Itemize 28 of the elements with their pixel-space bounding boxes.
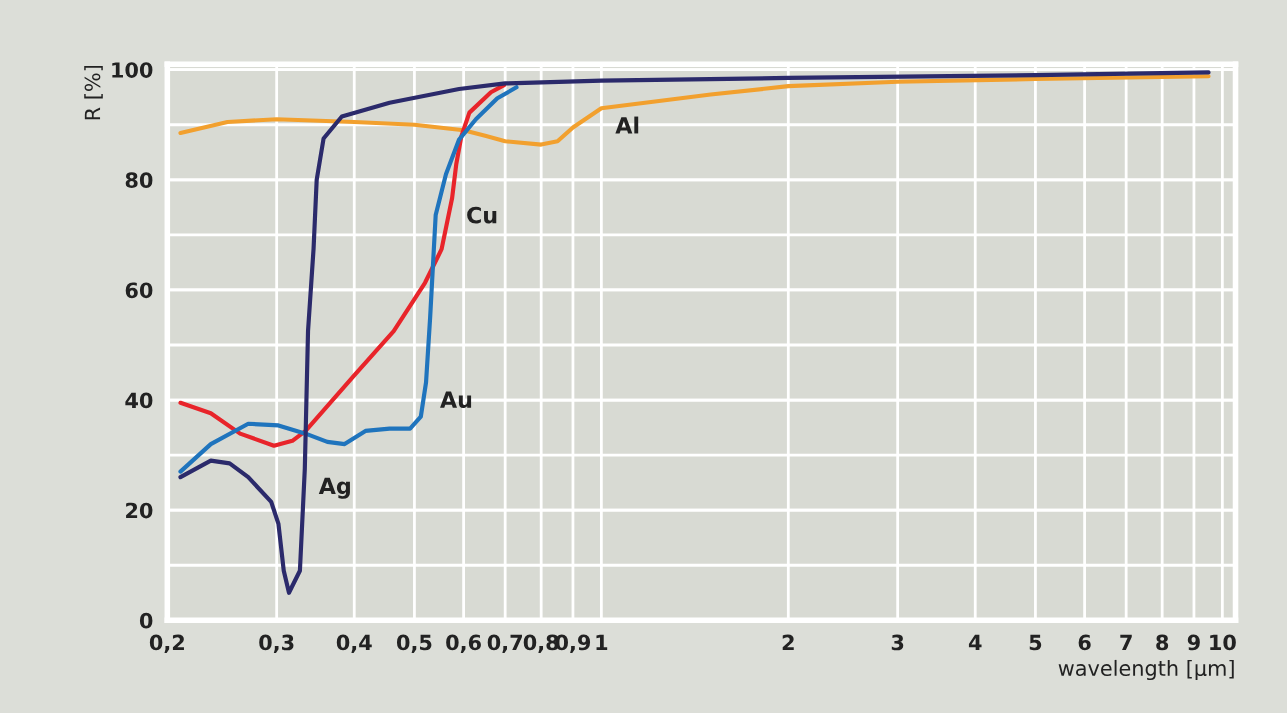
x-tick-label: 4 [968, 634, 982, 651]
y-tick-label: 40 [125, 392, 153, 409]
x-tick-label: 7 [1120, 634, 1132, 651]
x-tick-label: 0,2 [149, 634, 184, 653]
x-tick-label: 1 [596, 634, 608, 651]
y-tick-label: 20 [126, 502, 153, 519]
y-tick-label: 60 [125, 282, 153, 299]
x-tick-label: 0,3 [259, 634, 294, 653]
x-tick-label: 8 [1156, 634, 1169, 651]
x-tick-label: 10 [1210, 634, 1236, 651]
y-tick-label: 0 [139, 612, 153, 629]
x-tick-label: 0,4 [336, 634, 372, 653]
annotation: Ag [318, 477, 350, 499]
x-tick-label: 9 [1187, 634, 1200, 651]
annotation: Cu [467, 206, 497, 224]
x-tick-label: 3 [891, 634, 904, 651]
x-tick-label: 5 [1029, 634, 1042, 651]
x-tick-label: 6 [1078, 634, 1091, 651]
y-axis-title: R [%] [84, 65, 103, 120]
y-tick-label: 100 [112, 62, 153, 78]
x-tick-label: 0,7 [487, 634, 522, 653]
x-tick-label: 0,5 [396, 634, 432, 653]
x-axis-title: wavelength [µm] [1058, 659, 1234, 681]
annotation: Al [615, 116, 639, 134]
annotation: Au [440, 391, 472, 408]
y-tick-label: 80 [125, 172, 153, 189]
x-tick-label: 0,6 [446, 634, 481, 653]
x-tick-label: 2 [782, 634, 794, 651]
